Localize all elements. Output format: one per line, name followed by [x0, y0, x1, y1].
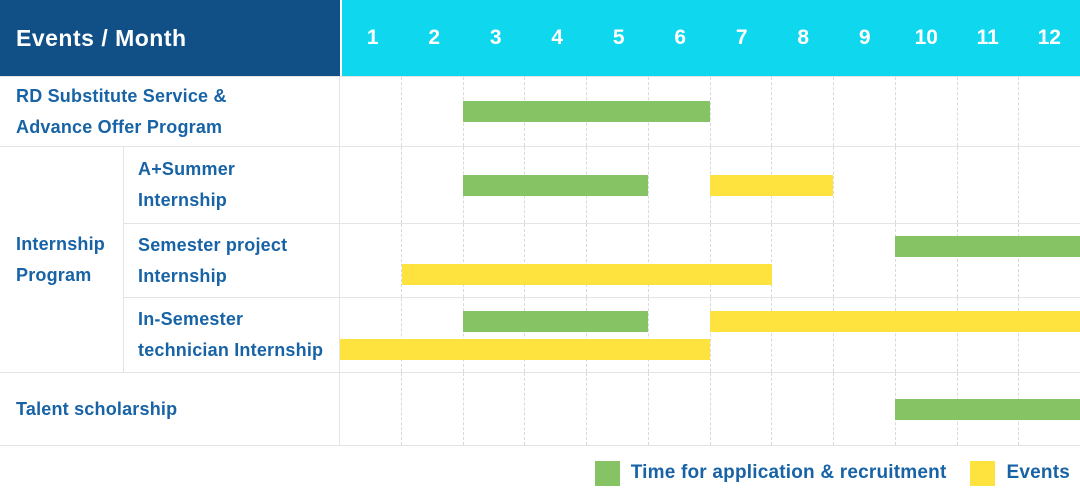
month-header-2: 2 [428, 26, 441, 49]
month-header-1: 1 [366, 26, 379, 49]
gantt-bar-green [895, 236, 1080, 257]
table-header-row: Events / Month 1 2 3 4 5 6 7 8 9 10 11 12 [0, 0, 1080, 76]
group-subrows: A+Summer Internship Semester project Intern… [124, 147, 1080, 372]
month-header-9: 9 [858, 26, 871, 49]
gantt-table: RD Substitute Service & Advance Offer Pro… [0, 76, 1080, 446]
month-gridline [896, 224, 958, 297]
month-gridline [711, 224, 773, 297]
bar-line [340, 338, 1080, 360]
month-gridline [834, 298, 896, 372]
month-gridline [402, 224, 464, 297]
row-label-line: Advance Offer Program [16, 116, 223, 137]
row-chart-area [340, 77, 1080, 146]
legend-label: Time for application & recruitment [630, 462, 947, 483]
month-gridline [587, 298, 649, 372]
month-header-7: 7 [735, 26, 748, 49]
month-gridlines [340, 224, 1080, 297]
row-label-line: Internship [16, 233, 106, 254]
bar-line [340, 236, 1080, 257]
row-label: RD Substitute Service & Advance Offer Pro… [0, 77, 340, 146]
month-header-4: 4 [551, 26, 564, 49]
month-gridlines [340, 298, 1080, 372]
table-subrow: A+Summer Internship [124, 147, 1080, 223]
month-gridline [402, 298, 464, 372]
gantt-bar-green [463, 174, 649, 196]
legend-item-application: Time for application & recruitment [594, 460, 947, 486]
row-label-line: A+Summer [138, 159, 236, 179]
subrow-label: A+Summer Internship [124, 147, 340, 223]
row-label-line: Internship [138, 190, 228, 210]
month-header-10: 10 [914, 26, 938, 49]
month-gridline [896, 298, 958, 372]
row-chart-area [340, 147, 1080, 223]
subrow-label: In-Semester technician Internship [124, 298, 340, 372]
table-subrow: Semester project Internship [124, 223, 1080, 297]
row-label-line: Internship [138, 265, 228, 286]
row-chart-area [340, 373, 1080, 445]
gantt-bar-yellow [710, 310, 1080, 332]
month-gridline [464, 298, 526, 372]
bar-line [340, 310, 1080, 332]
table-group-row: Internship Program A+Summer Internship Semes… [0, 146, 1080, 372]
month-gridline [587, 224, 649, 297]
gantt-bar-green [463, 310, 649, 332]
month-header-6: 6 [674, 26, 687, 49]
month-gridline [340, 298, 402, 372]
month-gridline [525, 298, 587, 372]
row-label-line: In-Semester [138, 309, 244, 329]
row-label-line: technician Internship [138, 340, 324, 360]
gantt-bar-yellow [340, 338, 710, 360]
month-gridline [1019, 298, 1080, 372]
month-header-8: 8 [797, 26, 810, 49]
month-gridline [464, 224, 526, 297]
row-label: Talent scholarship [0, 373, 340, 445]
events-month-header: Events / Month [0, 0, 340, 76]
month-gridline [834, 224, 896, 297]
month-gridline [958, 298, 1020, 372]
yellow-swatch-icon [970, 460, 996, 486]
month-header-3: 3 [489, 26, 502, 49]
month-gridline [1019, 224, 1080, 297]
month-gridline [340, 224, 402, 297]
bar-line [340, 174, 1080, 196]
bar-line [340, 264, 1080, 285]
month-gridline [958, 224, 1020, 297]
row-label-line: Semester project [138, 234, 288, 255]
table-row: Talent scholarship [0, 372, 1080, 445]
row-label-line: Talent scholarship [16, 398, 178, 419]
gantt-rows: RD Substitute Service & Advance Offer Pro… [0, 76, 1080, 445]
row-label-line: Program [16, 264, 92, 285]
bar-line [340, 398, 1080, 420]
gantt-bar-yellow [401, 264, 772, 285]
table-subrow: In-Semester technician Internship [124, 297, 1080, 372]
month-header-12: 12 [1037, 26, 1061, 49]
bar-line [340, 101, 1080, 122]
gantt-bar-green [895, 398, 1080, 420]
month-gridline [525, 224, 587, 297]
green-swatch-icon [594, 460, 620, 486]
gantt-bar-yellow [710, 174, 834, 196]
month-gridline [711, 298, 773, 372]
subrow-label: Semester project Internship [124, 224, 340, 297]
table-row: RD Substitute Service & Advance Offer Pro… [0, 76, 1080, 146]
month-header-5: 5 [612, 26, 625, 49]
gantt-bar-green [463, 101, 710, 122]
month-gridline [649, 298, 711, 372]
legend: Time for application & recruitment Event… [0, 446, 1080, 494]
group-label: Internship Program [0, 147, 124, 372]
row-chart-area [340, 224, 1080, 297]
month-header-11: 11 [976, 26, 999, 49]
legend-label: Events [1006, 462, 1070, 483]
row-chart-area [340, 298, 1080, 372]
month-gridline [772, 298, 834, 372]
month-gridline [772, 224, 834, 297]
legend-item-events: Events [970, 460, 1070, 486]
month-header-strip: 1 2 3 4 5 6 7 8 9 10 11 12 [340, 0, 1080, 76]
month-gridline [649, 224, 711, 297]
row-label-line: RD Substitute Service & [16, 85, 227, 106]
